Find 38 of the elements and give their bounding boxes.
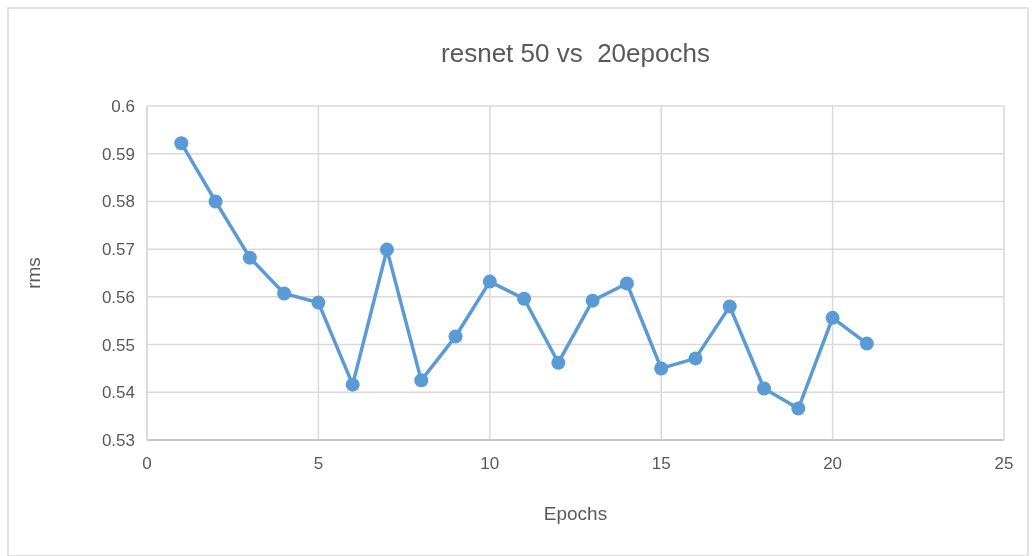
point bbox=[688, 351, 703, 366]
y-tick-label: 0.53 bbox=[101, 430, 135, 450]
point bbox=[654, 361, 669, 376]
x-axis-title: Epochs bbox=[543, 503, 608, 524]
y-tick-label: 0.58 bbox=[101, 192, 135, 212]
point bbox=[551, 355, 566, 370]
x-tick-label: 25 bbox=[994, 454, 1014, 473]
point bbox=[517, 291, 532, 306]
point bbox=[448, 329, 463, 344]
y-tick-label: 0.57 bbox=[101, 240, 135, 260]
point bbox=[482, 274, 497, 289]
point bbox=[414, 373, 429, 388]
chart-title: resnet 50 vs 20epochs bbox=[441, 38, 710, 68]
point bbox=[619, 276, 634, 291]
y-tick-label: 0.54 bbox=[101, 383, 135, 403]
point bbox=[825, 310, 840, 325]
x-tick-label: 10 bbox=[480, 454, 500, 473]
point bbox=[277, 286, 292, 301]
point bbox=[859, 336, 874, 351]
x-tick-label: 20 bbox=[823, 454, 843, 473]
y-tick-label: 0.59 bbox=[101, 144, 135, 164]
y-tick-label: 0.55 bbox=[101, 335, 135, 355]
point bbox=[791, 401, 806, 416]
point bbox=[757, 381, 772, 396]
y-axis-title: rms bbox=[23, 257, 44, 289]
point bbox=[174, 136, 189, 151]
y-tick-label: 0.56 bbox=[101, 287, 135, 307]
x-tick-label: 5 bbox=[313, 454, 324, 473]
point bbox=[379, 242, 394, 257]
x-tick-label: 0 bbox=[142, 454, 152, 473]
point bbox=[208, 194, 223, 209]
point bbox=[722, 299, 737, 314]
y-tick-label: 0.6 bbox=[111, 96, 135, 116]
point bbox=[345, 377, 360, 392]
point bbox=[585, 293, 600, 308]
point bbox=[311, 295, 326, 310]
point bbox=[242, 250, 257, 265]
x-tick-label: 15 bbox=[651, 454, 671, 473]
